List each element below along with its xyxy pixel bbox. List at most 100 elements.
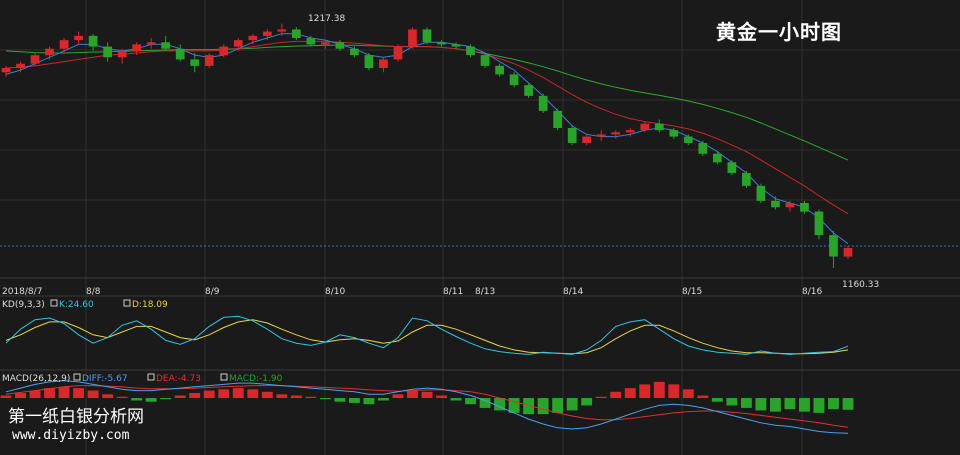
macd-histogram-bar [232,388,244,398]
candle-body [466,46,475,56]
kd-panel [5,315,849,355]
candle-body [727,162,737,173]
candle-body [843,248,853,257]
x-axis-tick-label: 8/16 [802,287,822,297]
candle-body [45,48,54,56]
macd-histogram-bar [87,390,99,398]
macd-histogram-bar [799,398,810,412]
candle-body [495,65,504,75]
candle-body [248,35,258,41]
macd-histogram-bar [813,398,825,413]
macd-histogram-bar [378,398,389,401]
macd-histogram-bar [407,390,418,398]
macd-histogram-bar [740,398,752,408]
macd-histogram-bar [348,398,360,403]
candle-body [625,130,635,133]
candle-body [451,44,461,47]
candle-body [756,185,766,201]
macd-histogram-bar [305,396,317,398]
macd-histogram-bar [624,388,636,398]
candle-body [350,48,359,56]
macd-hist-checkbox[interactable] [220,373,228,381]
macd-histogram-bar [755,398,767,411]
candle-body [379,59,388,68]
macd-histogram-bar [145,398,157,402]
candle-body [712,153,722,163]
watermark-url: www.diyizby.com [12,428,130,443]
macd-histogram-bar [465,398,476,405]
macd-histogram-bar [697,395,709,398]
price-panel [1,23,853,269]
candle-body [262,31,272,36]
candle-body [321,42,330,45]
macd-panel [0,380,854,434]
x-axis-tick-label: 8/10 [325,287,345,297]
macd-histogram-bar [639,384,651,398]
macd-histogram-bar [203,390,215,398]
macd-diff-checkbox[interactable] [73,373,81,381]
macd-histogram-bar [508,398,520,413]
candle-body [146,42,156,45]
macd-histogram-bar [319,398,331,400]
candle-body [771,200,780,208]
candle-body [16,63,25,68]
candle-body [524,85,533,96]
macd-histogram-bar [523,398,535,415]
macd-hist-value: MACD:-1.90 [229,374,283,384]
macd-histogram-bar [436,395,447,398]
macd-histogram-bar [494,398,506,411]
x-axis-tick-label: 8/9 [205,287,220,297]
candle-body [611,132,621,135]
macd-histogram-bar [73,388,85,398]
macd-histogram-bar [711,398,723,402]
candle-body [393,46,403,60]
macd-histogram-bar [537,398,549,415]
candle-body [582,136,592,143]
candle-body [74,35,83,41]
macd-histogram-bar [842,398,854,410]
macd-histogram-bar [334,398,346,402]
candle-body [291,29,301,38]
candle-body [132,44,142,51]
candle-body [596,134,606,137]
x-axis-tick-label: 8/8 [86,287,101,297]
candle-body [335,42,345,49]
kd-d-value: D:18.09 [132,300,168,310]
macd-histogram-bar [479,398,491,408]
high-price-label: 1217.38 [308,14,345,24]
macd-histogram-bar [552,398,564,413]
macd-histogram-bar [769,398,781,412]
candle-body [233,40,243,47]
macd-dea-line [5,385,849,428]
macd-histogram-bar [581,398,593,406]
macd-histogram-bar [421,391,433,398]
kd-k-checkbox[interactable] [50,299,58,307]
candle-body [1,68,11,73]
macd-histogram-bar [44,388,55,398]
candle-body [640,123,650,131]
macd-histogram-bar [247,389,259,398]
macd-histogram-bar [160,398,172,400]
candle-body [408,29,417,47]
macd-histogram-bar [653,381,665,398]
macd-indicator-label: MACD(26,12,9) [2,374,70,384]
x-axis-tick-label: 8/11 [443,287,463,297]
candle-body [669,130,679,137]
candle-body [190,59,200,66]
candle-body [553,110,563,128]
macd-histogram-bar [15,393,26,398]
low-price-label: 1160.33 [842,280,879,290]
candle-body [59,40,69,49]
candle-body [364,55,374,68]
macd-histogram-bar [784,398,796,410]
x-axis-tick-label: 8/15 [682,287,702,297]
macd-histogram-bar [726,398,738,406]
candle-body [161,42,171,49]
macd-histogram-bar [102,394,114,398]
candle-body [219,46,229,56]
kd-d-checkbox[interactable] [123,299,131,307]
candle-body [567,128,577,143]
macd-dea-checkbox[interactable] [147,373,155,381]
candle-body [509,74,519,86]
